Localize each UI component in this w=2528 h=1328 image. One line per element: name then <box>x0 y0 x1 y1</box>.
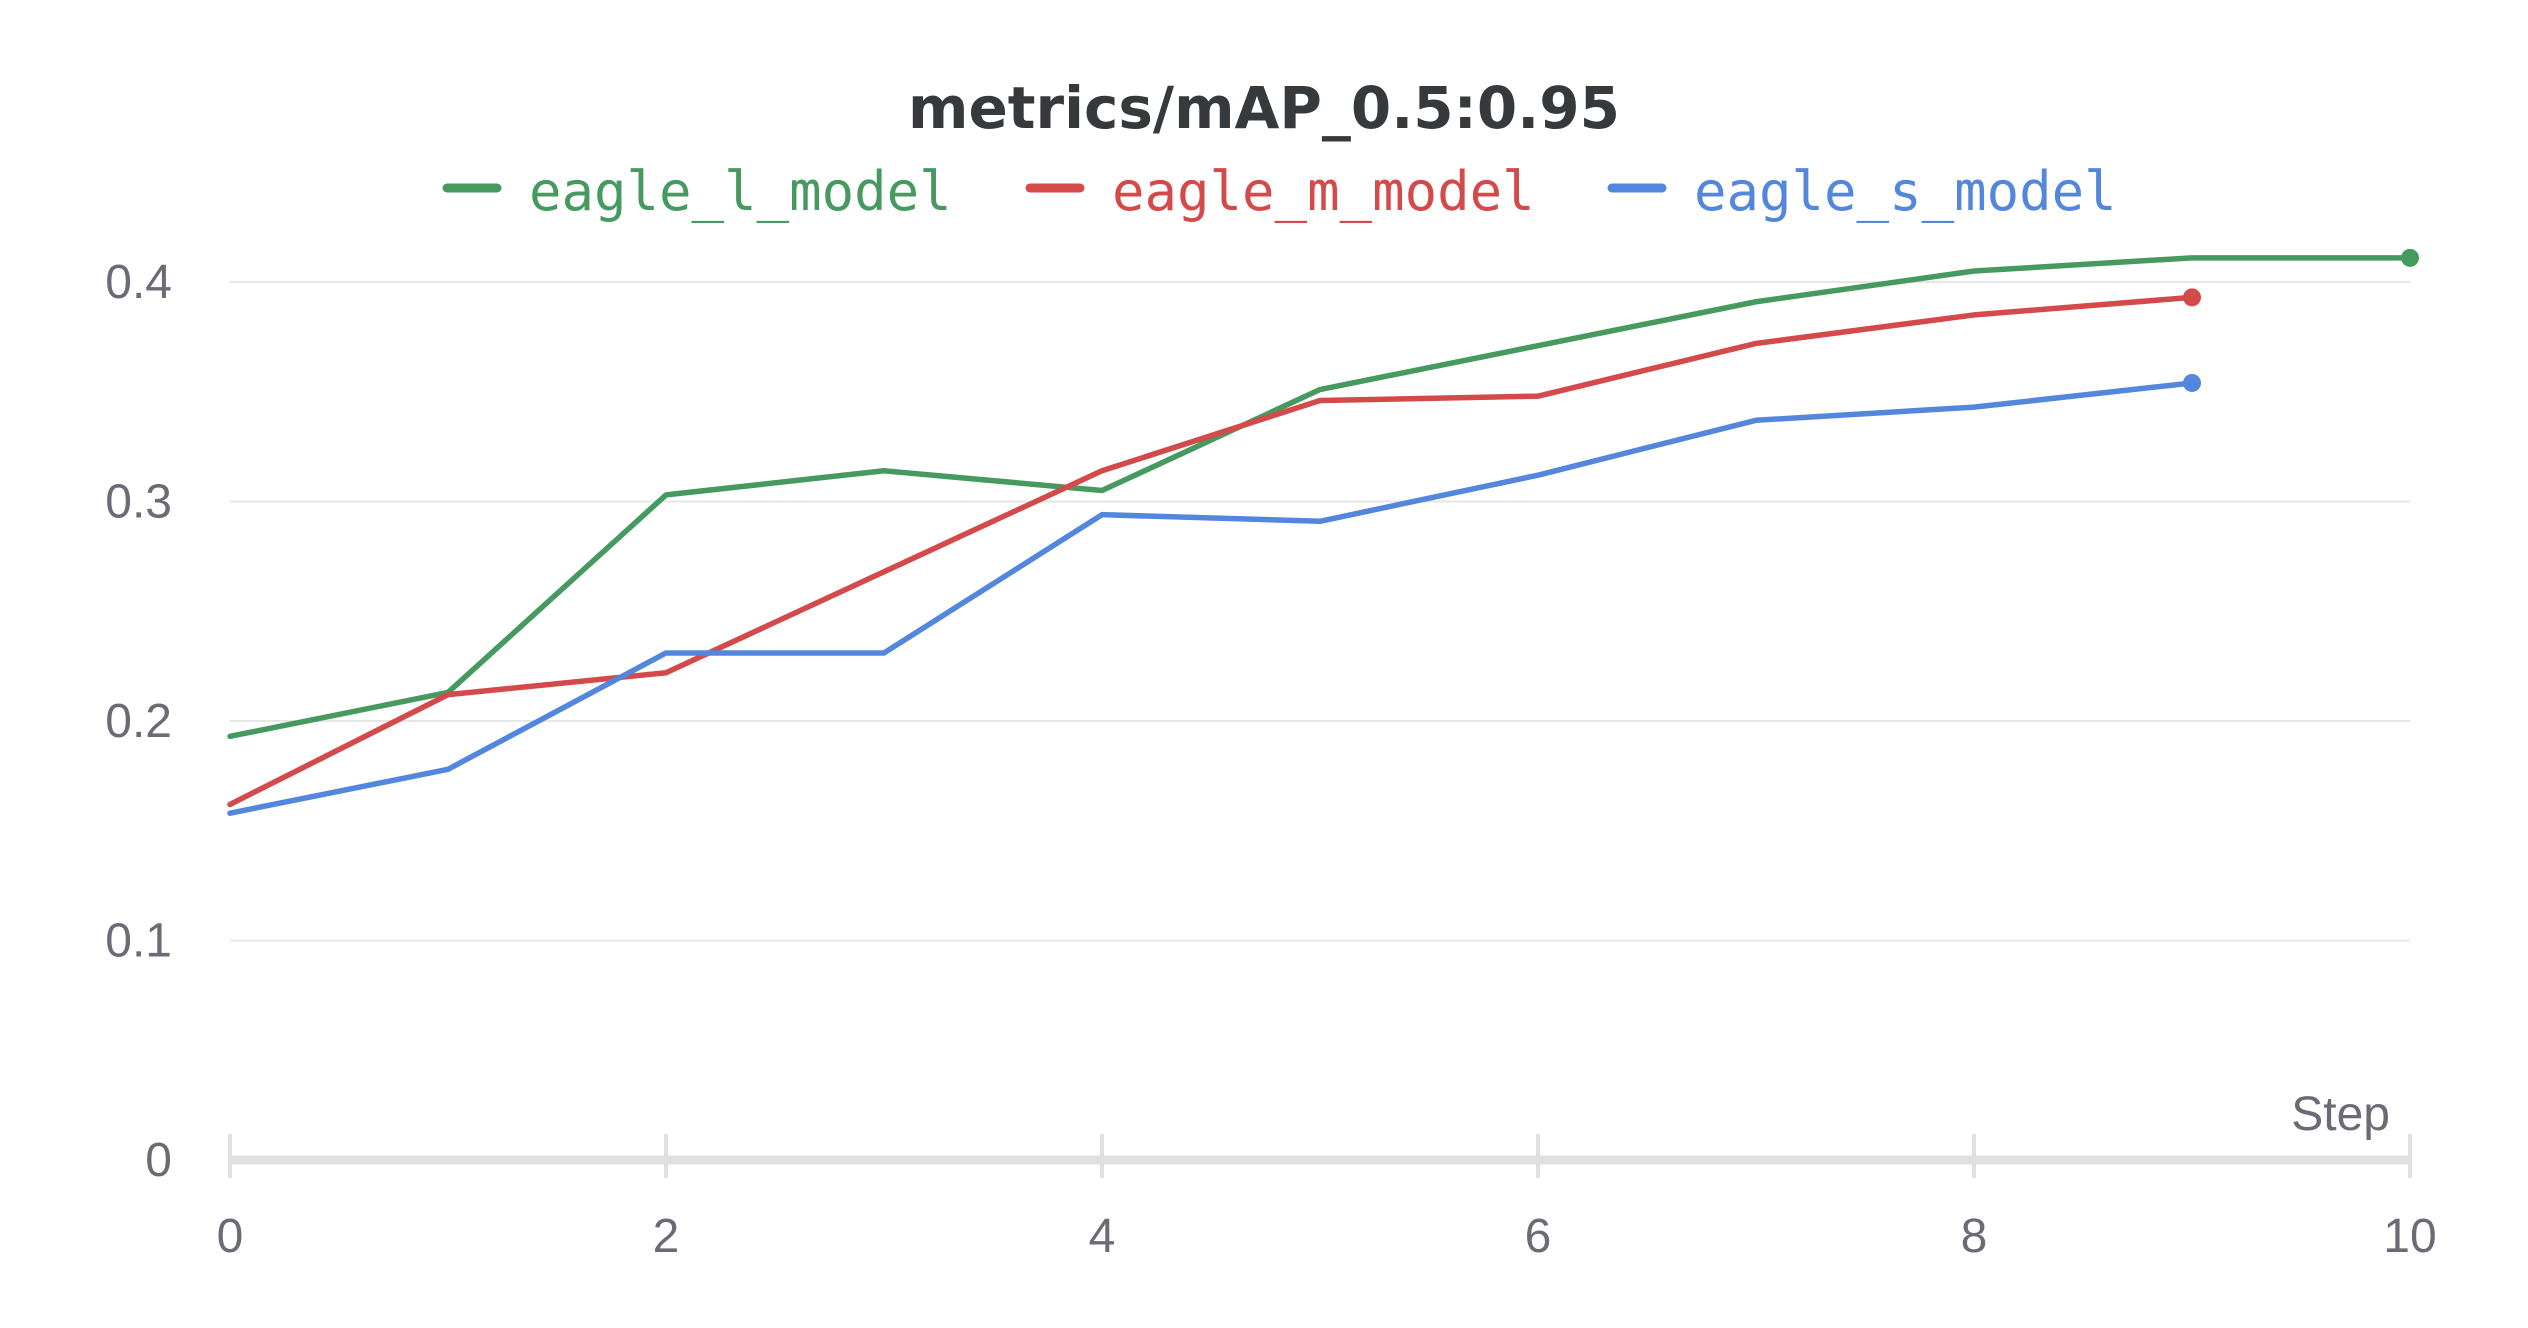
x-tick-label: 4 <box>1089 1210 1116 1263</box>
y-tick-label: 0.3 <box>105 476 172 529</box>
series-eagle_s_model <box>227 373 2201 816</box>
x-axis: 0 2 4 6 8 10 <box>217 1134 2437 1263</box>
series-line <box>227 294 2195 808</box>
x-tick-label: 6 <box>1525 1210 1552 1263</box>
x-tick-label: 0 <box>217 1210 244 1263</box>
chart-title: metrics/mAP_0.5:0.95 <box>908 74 1620 142</box>
series-end-point <box>2401 248 2419 267</box>
grid-lines <box>230 281 2410 942</box>
series-line <box>227 255 2413 740</box>
series-end-point <box>2183 373 2201 392</box>
legend: eagle_l_model eagle_m_model eagle_s_model <box>442 160 2117 223</box>
y-tick-label: 0.4 <box>105 256 172 309</box>
legend-label: eagle_s_model <box>1694 160 2117 223</box>
legend-item: eagle_m_model <box>1025 160 1535 223</box>
x-axis-label: Step <box>2291 1088 2390 1141</box>
y-tick-label: 0.2 <box>105 695 172 748</box>
series-eagle_l_model <box>227 248 2419 740</box>
y-tick-label: 0 <box>145 1134 172 1187</box>
legend-item: eagle_l_model <box>442 160 952 223</box>
series-line <box>227 380 2195 816</box>
series-eagle_m_model <box>227 288 2201 808</box>
y-axis-ticks: 0 0.1 0.2 0.3 0.4 <box>105 256 172 1187</box>
series-group <box>227 248 2419 816</box>
legend-label: eagle_m_model <box>1112 160 1535 223</box>
series-end-point <box>2183 288 2201 307</box>
y-tick-label: 0.1 <box>105 915 172 968</box>
x-tick-label: 8 <box>1961 1210 1988 1263</box>
x-tick-label: 2 <box>653 1210 680 1263</box>
legend-label: eagle_l_model <box>529 160 952 223</box>
legend-item: eagle_s_model <box>1607 160 2117 223</box>
x-tick-label: 10 <box>2383 1210 2436 1263</box>
